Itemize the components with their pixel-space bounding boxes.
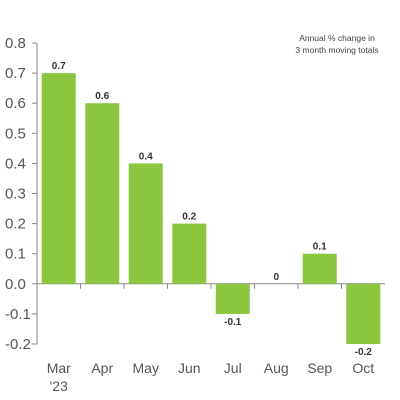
- y-tick-label: 0.2: [5, 216, 26, 233]
- bar: [346, 283, 381, 344]
- x-tick-label: Sep: [307, 360, 332, 376]
- x-tick-label: Jun: [178, 360, 201, 376]
- x-tick-label: Apr: [91, 360, 113, 376]
- bar: [215, 283, 250, 314]
- labels: 0.8 0.7 0.6 0.5 0.4 0.3 0.2 0.1 0.0 -0.1 -0.2 0.7 Ma…: [5, 35, 374, 394]
- x-tick-label: Mar: [47, 360, 71, 376]
- y-tick-label: 0.5: [5, 125, 26, 142]
- data-label: 0.4: [139, 151, 153, 162]
- y-tick-label: 0.0: [5, 276, 26, 293]
- bar: [302, 253, 337, 284]
- data-label: -0.2: [355, 347, 373, 358]
- bar: [41, 73, 76, 284]
- data-label: 0.7: [52, 61, 66, 72]
- x-tick-sublabel: '23: [50, 378, 68, 394]
- bars: [41, 73, 381, 344]
- x-tick-label: Aug: [264, 360, 289, 376]
- y-tick-label: 0.6: [5, 95, 26, 112]
- y-tick-label: 0.3: [5, 186, 26, 203]
- annotation-line-2: 3 month moving totals: [295, 45, 378, 55]
- y-tick-label: 0.8: [5, 35, 26, 52]
- data-label: 0.2: [182, 212, 196, 223]
- data-label: 0: [273, 272, 279, 283]
- data-label: 0.6: [95, 91, 109, 102]
- x-tick-label: Jul: [224, 360, 242, 376]
- bar: [128, 163, 163, 284]
- x-tick-label: Oct: [352, 360, 374, 376]
- data-label: 0.1: [313, 242, 327, 253]
- y-tick-label: 0.4: [5, 155, 26, 172]
- bar: [172, 223, 207, 284]
- bar: [85, 103, 120, 284]
- y-tick-label: -0.2: [5, 336, 31, 353]
- y-tick-label: 0.1: [5, 246, 26, 263]
- data-label: -0.1: [224, 317, 242, 328]
- y-tick-label: -0.1: [5, 306, 31, 323]
- annotation-line-1: Annual % change in: [299, 33, 375, 43]
- x-tick-label: May: [133, 360, 159, 376]
- y-tick-label: 0.7: [5, 65, 26, 82]
- axes: [32, 42, 385, 345]
